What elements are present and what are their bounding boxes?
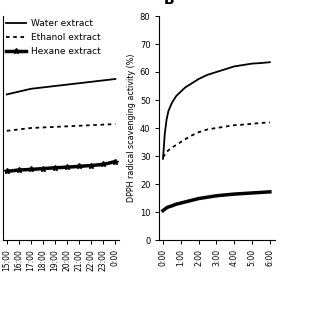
Text: B: B (164, 0, 174, 7)
Legend: Water extract, Ethanol extract, Hexane extract: Water extract, Ethanol extract, Hexane e… (5, 18, 101, 57)
Y-axis label: DPPH radical scavenging activity (%): DPPH radical scavenging activity (%) (127, 54, 136, 202)
